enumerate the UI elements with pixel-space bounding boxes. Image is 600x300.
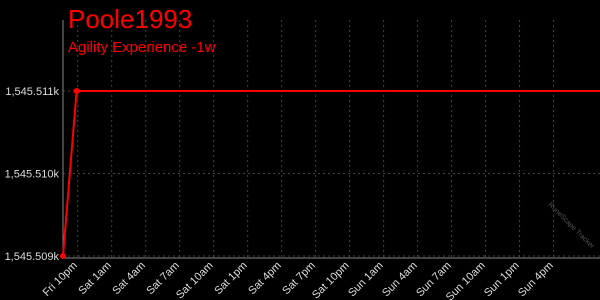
y-tick-label: 1,545.510k <box>5 169 60 181</box>
x-tick-label: Fri 10pm <box>41 260 80 299</box>
y-tick-label: 1,545.509k <box>5 251 60 263</box>
x-tick-label: Sat 4am <box>110 260 147 297</box>
x-tick-label: Sun 1am <box>346 260 386 300</box>
data-point <box>60 253 66 259</box>
chart-title: Poole1993 <box>68 4 192 34</box>
data-point <box>73 88 80 94</box>
y-tick-label: 1,545.511k <box>5 86 59 98</box>
x-tick-label: Sat 4pm <box>246 260 283 297</box>
x-tick-label: Sun 4am <box>380 260 420 300</box>
x-tick-label: Sat 10pm <box>310 260 352 300</box>
x-tick-label: Sat 1pm <box>212 260 249 297</box>
x-tick-label: Sun 1pm <box>482 260 522 300</box>
chart-subtitle: Agility Experience -1w <box>68 39 216 56</box>
x-tick-label: Sat 10am <box>174 260 216 300</box>
x-tick-label: Sat 1am <box>76 260 113 297</box>
x-tick-label: Sun 4pm <box>516 260 556 300</box>
